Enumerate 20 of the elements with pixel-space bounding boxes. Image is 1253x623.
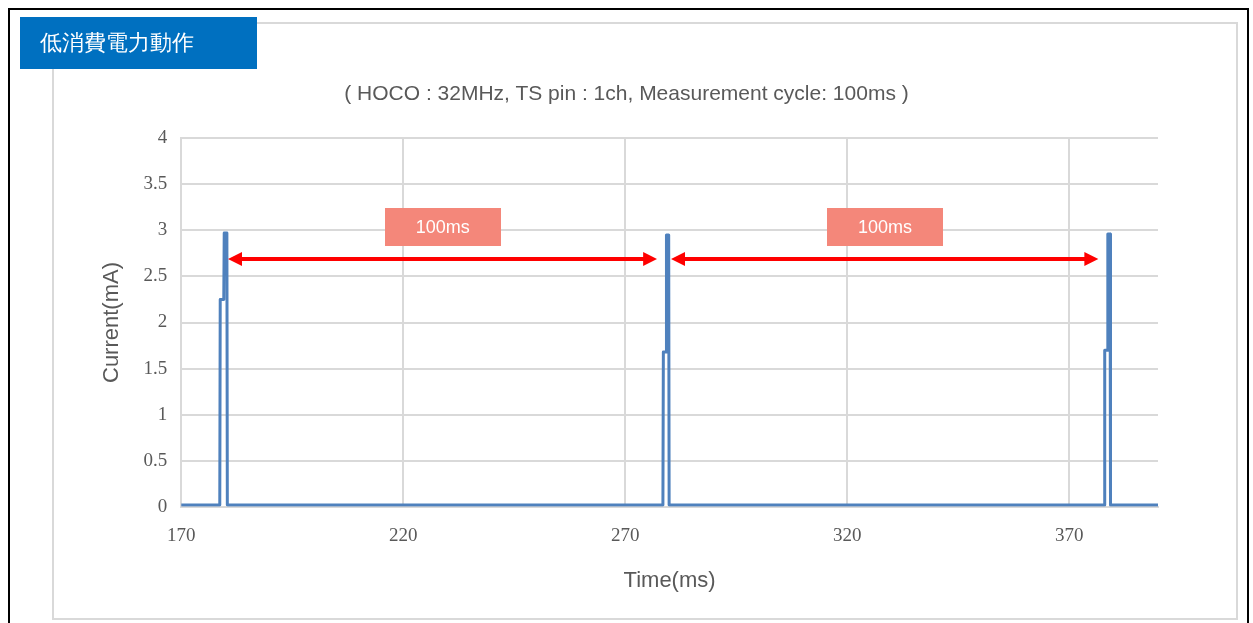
x-tick-label: 370 (1054, 524, 1084, 546)
y-tick-label: 3.5 (143, 172, 168, 194)
y-tick-label: 2.5 (143, 264, 168, 286)
label-tag: 100ms (827, 208, 944, 247)
y-tick-label: 4 (157, 126, 168, 148)
x-tick-label: 220 (388, 524, 418, 546)
label-tag: 100ms (384, 208, 501, 247)
y-tick-label: 3 (157, 218, 168, 240)
x-axis-title: Time(ms) (623, 566, 716, 592)
y-tick-label: 1 (157, 402, 168, 424)
x-tick-label: 320 (832, 524, 862, 546)
x-tick-label: 170 (166, 524, 196, 546)
chart-subtitle: ( HOCO : 32MHz, TS pin : 1ch, Measurement cycle: 100ms ) (344, 81, 909, 105)
y-tick-label: 0.5 (143, 448, 168, 470)
y-axis-title: Current(mA) (98, 261, 124, 384)
y-tick-label: 2 (157, 310, 168, 332)
y-tick-label: 0 (157, 494, 168, 516)
chart-title: 低消費電力動作 (20, 17, 257, 69)
y-tick-label: 1.5 (143, 356, 168, 378)
x-tick-label: 270 (610, 524, 640, 546)
